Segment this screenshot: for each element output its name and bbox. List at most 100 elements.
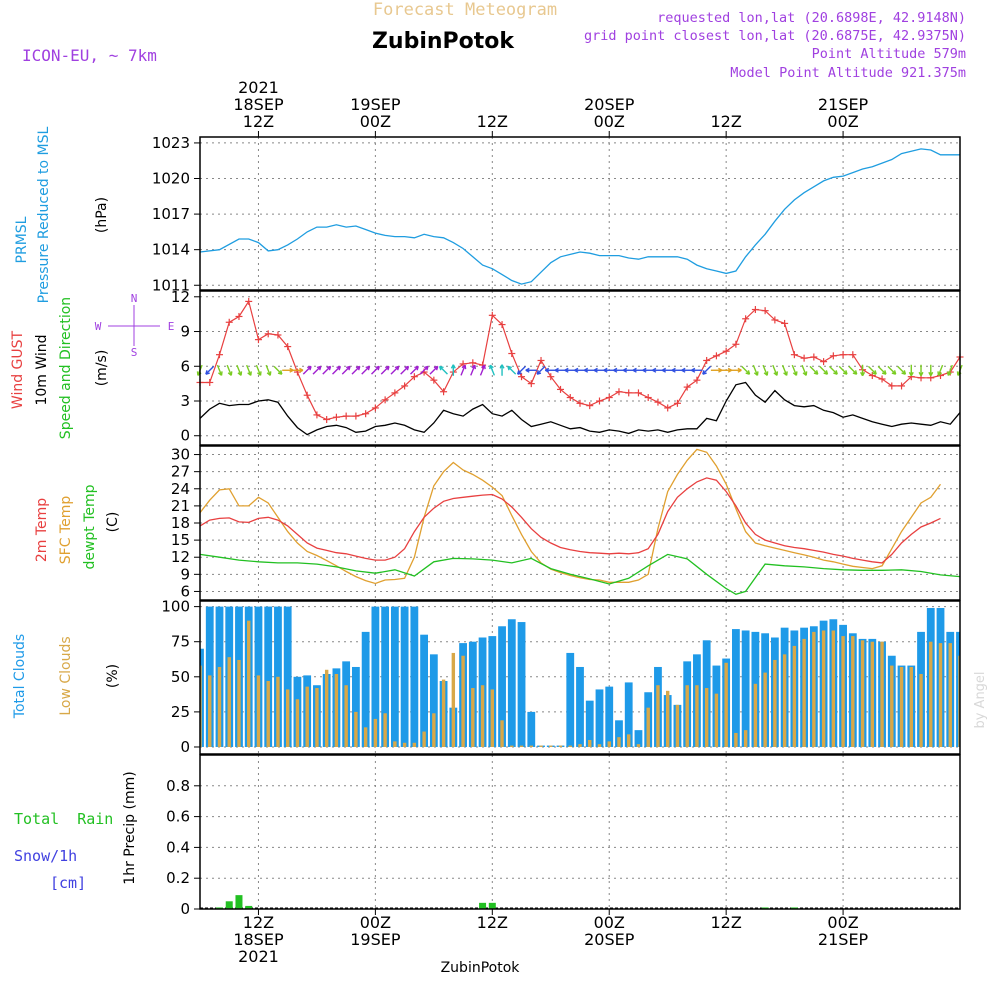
clouds-unit: (%) bbox=[105, 664, 121, 688]
wind-direction-arrow bbox=[390, 365, 400, 375]
wind-direction-arrow bbox=[516, 365, 526, 375]
wind-direction-arrow bbox=[371, 365, 380, 375]
wind-gust-marker bbox=[751, 306, 759, 314]
wind-gust-marker bbox=[352, 412, 360, 420]
low-cloud-bar bbox=[334, 673, 339, 747]
precip-bar bbox=[790, 907, 798, 909]
precip-bar bbox=[488, 902, 496, 909]
top-time-label: 12Z bbox=[477, 112, 508, 137]
wind-direction-arrow bbox=[332, 365, 341, 375]
low-cloud-bar bbox=[490, 689, 495, 747]
wind-gust-marker bbox=[615, 388, 623, 396]
wind-direction-arrow bbox=[918, 364, 924, 377]
low-cloud-bar bbox=[919, 673, 923, 747]
total-cloud-bar bbox=[566, 652, 575, 747]
wind-direction-arrow bbox=[479, 364, 486, 376]
precip-unit: 1hr Precip (mm) bbox=[122, 771, 138, 884]
precip-bar bbox=[235, 895, 243, 909]
low-cloud-bar bbox=[393, 741, 397, 747]
wind-gust-marker bbox=[498, 321, 506, 329]
low-cloud-bar bbox=[909, 666, 913, 747]
low-cloud-bar bbox=[295, 699, 300, 747]
low-cloud-bar bbox=[227, 657, 231, 747]
low-cloud-bar bbox=[646, 707, 650, 747]
wind-gust-marker bbox=[829, 352, 837, 360]
temp-2m-line bbox=[199, 477, 941, 564]
time-label-line: 12Z bbox=[243, 112, 274, 131]
wind-direction-arrow bbox=[470, 364, 477, 376]
total-cloud-bar bbox=[264, 606, 273, 747]
wind-ytick-label: 6 bbox=[180, 357, 190, 375]
wind-direction-arrow bbox=[536, 365, 546, 375]
low-cloud-bar bbox=[753, 683, 758, 747]
wind-legend: Wind GUST 10m Wind Speed and Direction (… bbox=[10, 292, 174, 439]
wind-direction-arrow bbox=[341, 365, 351, 375]
low-cloud-bar bbox=[841, 636, 845, 747]
low-cloud-bar bbox=[402, 742, 407, 747]
model-altitude: Model Point Altitude 921.375m bbox=[730, 65, 966, 81]
wind-gust-marker bbox=[264, 330, 272, 338]
low-cloud-bar bbox=[665, 690, 670, 747]
wind-direction-arrow bbox=[741, 365, 751, 375]
temperature-ytick-label: 21 bbox=[171, 497, 190, 515]
low-cloud-bar bbox=[539, 745, 543, 747]
wind-direction-arrow bbox=[273, 365, 283, 375]
low-cloud-bar bbox=[305, 686, 309, 747]
wind-direction-arrow bbox=[762, 364, 769, 376]
clouds-frame bbox=[199, 600, 961, 755]
wind-direction-arrow bbox=[429, 365, 439, 375]
wind-gust-marker bbox=[771, 316, 779, 324]
low-cloud-bar bbox=[899, 666, 904, 747]
wind-gust-marker bbox=[712, 352, 720, 360]
wind-direction-arrow bbox=[877, 365, 887, 375]
wind-direction-arrow bbox=[720, 367, 732, 373]
wind-unit: (m/s) bbox=[94, 350, 110, 387]
low-cloud-bar bbox=[695, 685, 699, 747]
wind-direction-arrow bbox=[544, 367, 557, 373]
low-cloud-bar bbox=[217, 666, 222, 747]
precip-ytick-label: 0.4 bbox=[166, 838, 190, 856]
time-label-line: 12Z bbox=[710, 112, 741, 131]
temperature-ytick-label: 12 bbox=[171, 548, 190, 566]
wind-direction-arrow bbox=[603, 367, 615, 373]
low-cloud-bar bbox=[763, 672, 767, 747]
temp-legend-sfc: SFC Temp bbox=[58, 496, 74, 565]
wind-gust-marker bbox=[342, 412, 350, 420]
low-cloud-bar bbox=[656, 685, 660, 747]
wind-gust-marker bbox=[391, 389, 399, 397]
low-cloud-bar bbox=[383, 713, 387, 747]
low-cloud-bar bbox=[529, 745, 533, 747]
wind-gust-marker bbox=[557, 385, 565, 393]
total-cloud-bar bbox=[605, 686, 614, 747]
wind-gust-marker bbox=[245, 297, 253, 305]
low-cloud-bar bbox=[734, 732, 738, 747]
temperature-ytick-label: 18 bbox=[171, 514, 190, 532]
wind-gust-marker bbox=[810, 353, 818, 361]
total-cloud-bar bbox=[634, 730, 643, 747]
low-cloud-bar bbox=[549, 745, 553, 747]
time-label-line: 19SEP bbox=[350, 95, 401, 114]
total-cloud-bar bbox=[420, 634, 429, 747]
wind-direction-arrow bbox=[702, 365, 712, 375]
precip-legend-cm: [cm] bbox=[50, 874, 86, 892]
wind-direction-arrow bbox=[838, 365, 848, 375]
total-cloud-bar bbox=[429, 654, 438, 747]
wind-direction-arrow bbox=[671, 367, 683, 373]
total-cloud-bar bbox=[390, 606, 399, 747]
pressure-line bbox=[199, 148, 960, 285]
wind-direction-arrow bbox=[460, 364, 467, 376]
temperature-ytick-label: 6 bbox=[180, 582, 190, 600]
time-label-line: 18SEP bbox=[233, 930, 284, 949]
time-label-line: 00Z bbox=[594, 112, 625, 131]
wind-gust-marker bbox=[781, 319, 789, 327]
wind-legend-gust: Wind GUST bbox=[10, 330, 26, 409]
pressure-legend-desc: Pressure Reduced to MSL bbox=[36, 126, 52, 303]
bottom-time-label: 12Z bbox=[710, 909, 742, 932]
wind-gust-marker bbox=[693, 376, 701, 384]
pressure-ytick-label: 1011 bbox=[152, 276, 190, 294]
sfc-temp-line bbox=[199, 448, 942, 585]
